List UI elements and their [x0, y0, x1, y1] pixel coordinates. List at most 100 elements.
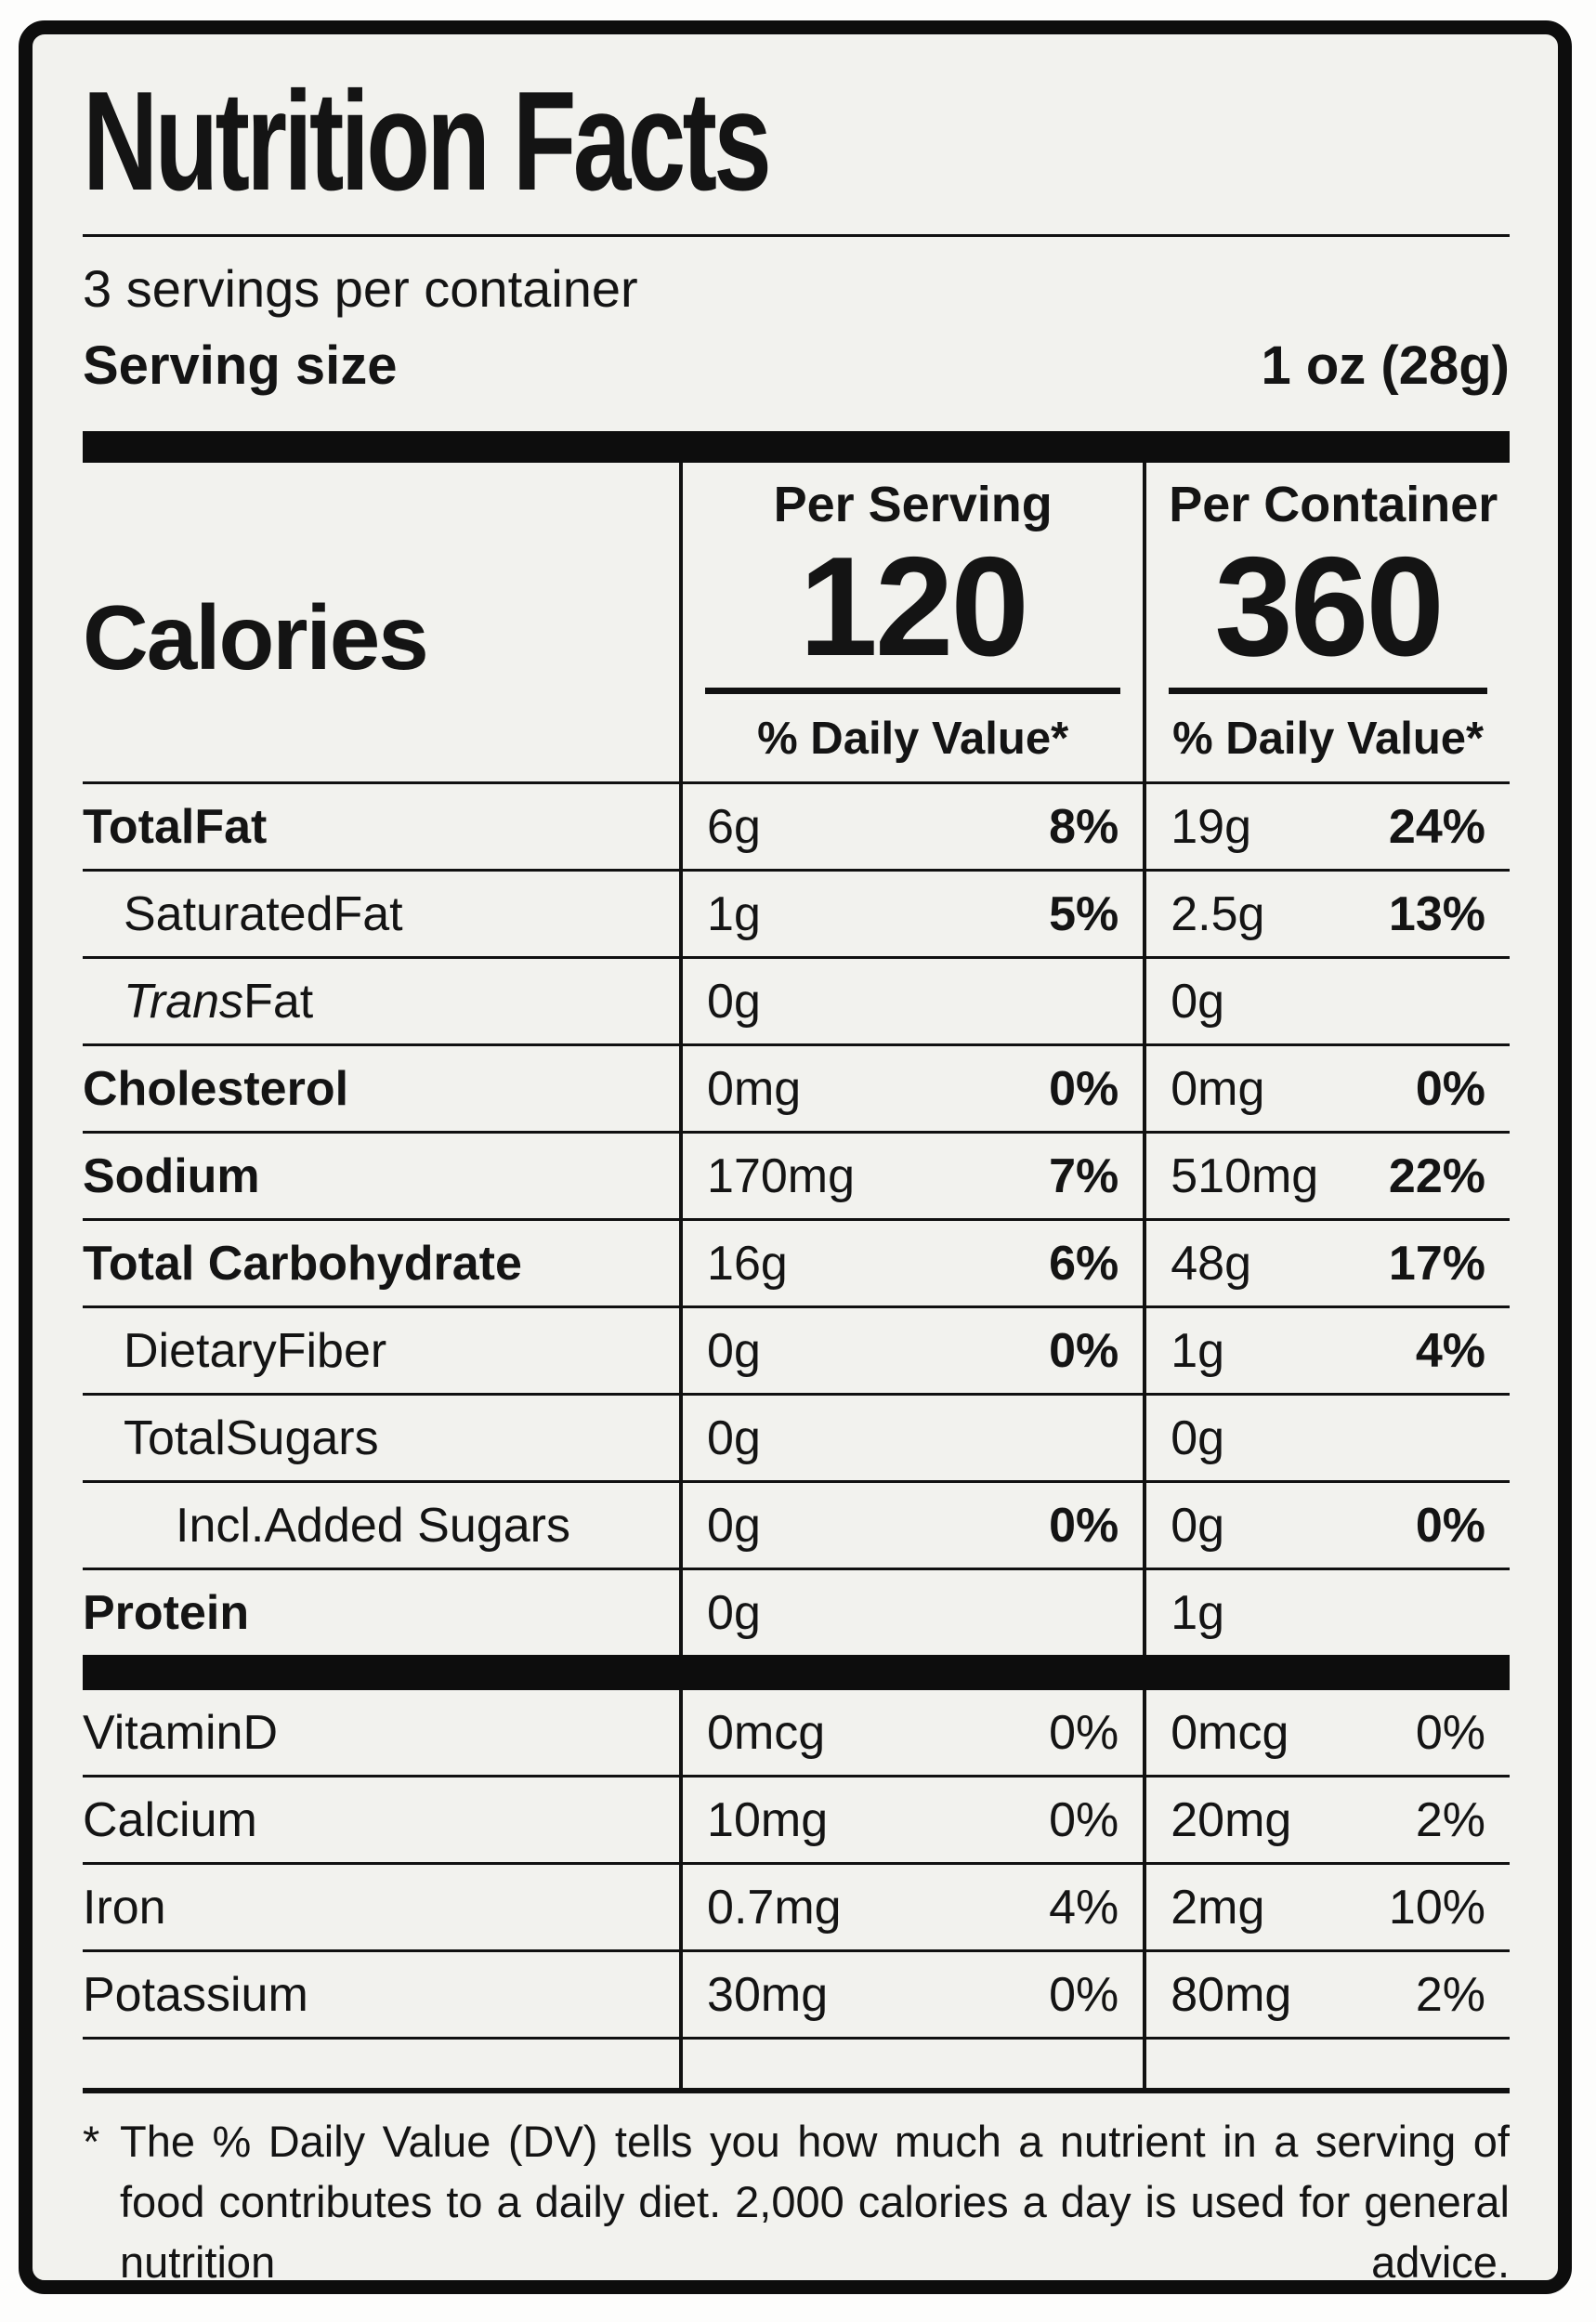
- container-dv: 10%: [1388, 1881, 1485, 1935]
- container-values: 1g 4%: [1143, 1308, 1510, 1397]
- nutrient-name: Protein: [83, 1586, 250, 1641]
- serving-amount: 30mg: [707, 1968, 829, 2023]
- serving-amount: 170mg: [707, 1149, 856, 1204]
- container-amount: 0mcg: [1171, 1706, 1289, 1761]
- serving-values: 30mg 0%: [679, 1952, 1144, 2040]
- nutrient-row-trans-fat: Trans Fat 0g 0g: [83, 959, 1510, 1047]
- container-dv: 24%: [1388, 800, 1485, 855]
- nutrient-row-iron: Iron 0.7mg 4% 2mg 10%: [83, 1865, 1510, 1953]
- nutrient-row-vitamin-d: VitaminD 0mcg 0% 0mcg 0%: [83, 1690, 1510, 1778]
- serving-amount: 1g: [707, 887, 761, 942]
- container-dv: 4%: [1415, 1324, 1485, 1379]
- serving-values: 0g: [679, 959, 1144, 1047]
- container-amount: 19g: [1171, 800, 1251, 855]
- calories-per-container-column: Per Container 360 % Daily Value*: [1143, 463, 1510, 782]
- serving-dv: 0%: [1049, 1062, 1119, 1117]
- container-amount: 0g: [1171, 1411, 1225, 1466]
- vitamins-divider-bar: [83, 1655, 1510, 1691]
- per-serving-header: Per Serving: [773, 477, 1053, 533]
- nutrient-row-cholesterol: Cholesterol 0mg 0% 0mg 0%: [83, 1046, 1510, 1135]
- container-amount: 2.5g: [1171, 887, 1265, 942]
- nutrient-name: DietaryFiber: [83, 1308, 680, 1397]
- daily-value-header-serving: % Daily Value*: [757, 714, 1069, 765]
- nutrient-name: Potassium: [83, 1952, 680, 2040]
- serving-dv: 5%: [1049, 887, 1119, 942]
- serving-values: 0.7mg 4%: [679, 1865, 1144, 1953]
- serving-amount: 0g: [707, 1586, 761, 1641]
- serving-dv: 6%: [1049, 1237, 1119, 1292]
- container-amount: 510mg: [1171, 1149, 1319, 1204]
- nutrient-row-potassium: Potassium 30mg 0% 80mg 2%: [83, 1952, 1510, 2040]
- nutrient-row-total-fat: TotalFat 6g 8% 19g 24%: [83, 784, 1510, 872]
- footnote-text: The % Daily Value (DV) tells you how muc…: [120, 2117, 1510, 2288]
- daily-value-header-container: % Daily Value*: [1172, 714, 1485, 765]
- nutrient-row-total-sugars: TotalSugars 0g 0g: [83, 1396, 1510, 1484]
- container-values: 20mg 2%: [1143, 1778, 1510, 1866]
- serving-values: 0g: [679, 1570, 1143, 1656]
- container-values: 1g: [1143, 1570, 1510, 1656]
- container-values: 510mg 22%: [1143, 1134, 1510, 1222]
- serving-values: 0mcg 0%: [679, 1690, 1144, 1778]
- nutrient-row-saturated-fat: SaturatedFat 1g 5% 2.5g 13%: [83, 872, 1510, 960]
- calories-per-serving-column: Per Serving 120 % Daily Value*: [679, 463, 1143, 782]
- serving-amount: 0g: [707, 1324, 761, 1379]
- container-amount: 1g: [1171, 1324, 1225, 1379]
- serving-amount: 6g: [707, 800, 761, 855]
- serving-amount: 0g: [707, 1411, 761, 1466]
- section-divider-bar: [83, 431, 1510, 464]
- serving-amount: 0mcg: [707, 1706, 826, 1761]
- serving-values: 170mg 7%: [679, 1134, 1144, 1222]
- serving-amount: 16g: [707, 1237, 788, 1292]
- serving-values: 1g 5%: [679, 872, 1144, 960]
- container-dv: 17%: [1388, 1237, 1485, 1292]
- nutrient-row-protein: Protein 0g 1g: [83, 1570, 1510, 1656]
- container-dv: 2%: [1415, 1793, 1485, 1848]
- nutrient-name: TotalSugars: [83, 1396, 680, 1484]
- label-title: Nutrition Facts: [83, 62, 772, 220]
- container-amount: 0g: [1171, 1499, 1225, 1554]
- serving-dv: 0%: [1049, 1793, 1119, 1848]
- serving-dv: 7%: [1049, 1149, 1119, 1204]
- nutrient-name: Sodium: [83, 1134, 680, 1222]
- container-values: 0g 0%: [1143, 1483, 1510, 1571]
- nutrient-name: Cholesterol: [83, 1046, 680, 1135]
- serving-dv: 0%: [1049, 1499, 1119, 1554]
- container-dv: 22%: [1388, 1149, 1485, 1204]
- nutrient-name: Calcium: [83, 1778, 680, 1866]
- container-values: 0g: [1143, 959, 1510, 1047]
- per-container-header: Per Container: [1169, 477, 1498, 533]
- container-amount: 20mg: [1171, 1793, 1292, 1848]
- nutrient-name: Trans Fat: [83, 959, 680, 1047]
- nutrient-name: VitaminD: [83, 1690, 680, 1778]
- calories-label: Calories: [83, 586, 429, 689]
- calories-section: Calories Per Serving 120 % Daily Value* …: [83, 463, 1510, 782]
- nutrient-row-sodium: Sodium 170mg 7% 510mg 22%: [83, 1134, 1510, 1222]
- title-divider: [83, 234, 1510, 238]
- container-amount: 2mg: [1171, 1881, 1265, 1935]
- serving-dv: 0%: [1049, 1968, 1119, 2023]
- serving-amount: 0g: [707, 975, 761, 1030]
- serving-dv: 0%: [1049, 1706, 1119, 1761]
- container-dv: 0%: [1415, 1706, 1485, 1761]
- container-values: 0mcg 0%: [1143, 1690, 1510, 1778]
- nutrient-name: TotalFat: [83, 784, 680, 872]
- container-values: 48g 17%: [1143, 1221, 1510, 1309]
- serving-size-label: Serving size: [83, 335, 398, 396]
- nutrition-facts-label: Nutrition Facts 3 servings per container…: [19, 20, 1572, 2294]
- nutrient-name: SaturatedFat: [83, 872, 680, 960]
- calories-per-serving-value: 120: [799, 528, 1029, 687]
- nutrient-row-total-carbohydrate: Total Carbohydrate 16g 6% 48g 17%: [83, 1221, 1510, 1309]
- serving-dv: 0%: [1049, 1324, 1119, 1379]
- serving-values: 0g: [679, 1396, 1144, 1484]
- nutrient-rows: TotalFat 6g 8% 19g 24% SaturatedFat 1g 5…: [83, 781, 1510, 1656]
- container-dv: 2%: [1415, 1968, 1485, 2023]
- calories-underline: [705, 688, 1121, 695]
- serving-size-row: Serving size 1 oz (28g): [83, 333, 1510, 400]
- container-values: 0g: [1143, 1396, 1510, 1484]
- serving-values: 0g 0%: [679, 1308, 1144, 1397]
- nutrient-name: Total Carbohydrate: [83, 1221, 680, 1309]
- serving-amount: 0g: [707, 1499, 761, 1554]
- container-amount: 0mg: [1171, 1062, 1265, 1117]
- footnote-divider: [83, 2088, 1510, 2094]
